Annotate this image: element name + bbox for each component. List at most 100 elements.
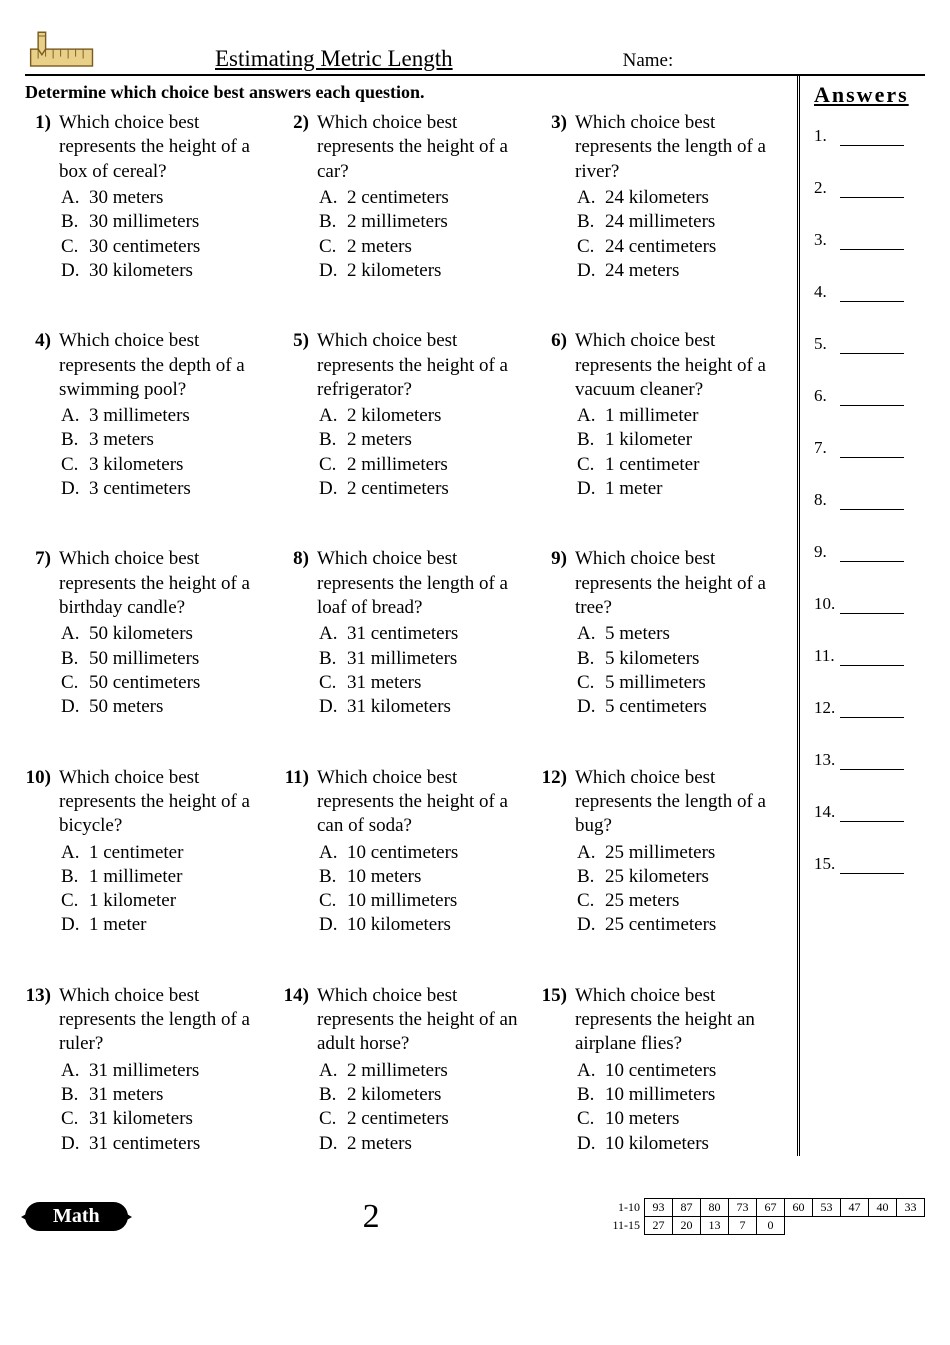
answer-choice[interactable]: C.31 kilometers bbox=[59, 1107, 273, 1131]
answer-choice[interactable]: B.2 kilometers bbox=[317, 1083, 531, 1107]
choice-letter: D. bbox=[577, 1132, 605, 1156]
answer-blank[interactable] bbox=[840, 494, 904, 510]
answer-choice[interactable]: B.24 millimeters bbox=[575, 210, 789, 234]
answer-choice[interactable]: D.1 meter bbox=[59, 913, 273, 937]
answer-choice[interactable]: D.50 meters bbox=[59, 695, 273, 719]
answer-choice[interactable]: D.3 centimeters bbox=[59, 477, 273, 501]
answer-choice[interactable]: D.2 centimeters bbox=[317, 477, 531, 501]
answer-blank[interactable] bbox=[840, 598, 904, 614]
answer-choice[interactable]: A.31 centimeters bbox=[317, 622, 531, 646]
answer-blank[interactable] bbox=[840, 182, 904, 198]
choice-letter: D. bbox=[577, 259, 605, 283]
answer-choice[interactable]: D.2 kilometers bbox=[317, 259, 531, 283]
answer-choice[interactable]: A.10 centimeters bbox=[575, 1059, 789, 1083]
answer-choice[interactable]: C.2 meters bbox=[317, 235, 531, 259]
answer-choice[interactable]: A.3 millimeters bbox=[59, 404, 273, 428]
answer-blank[interactable] bbox=[840, 130, 904, 146]
answer-choice[interactable]: B.10 meters bbox=[317, 865, 531, 889]
score-cell: 33 bbox=[897, 1199, 925, 1217]
answer-choice[interactable]: C.3 kilometers bbox=[59, 453, 273, 477]
answer-choice[interactable]: D.2 meters bbox=[317, 1132, 531, 1156]
answer-blank[interactable] bbox=[840, 338, 904, 354]
question: 12)Which choice best represents the leng… bbox=[541, 766, 789, 938]
answer-choice[interactable]: D.10 kilometers bbox=[317, 913, 531, 937]
answer-choice[interactable]: A.1 millimeter bbox=[575, 404, 789, 428]
choice-letter: A. bbox=[577, 1059, 605, 1083]
choice-letter: B. bbox=[319, 865, 347, 889]
answer-blank[interactable] bbox=[840, 806, 904, 822]
answer-blank[interactable] bbox=[840, 234, 904, 250]
answer-choice[interactable]: C.30 centimeters bbox=[59, 235, 273, 259]
answer-line: 8. bbox=[814, 490, 925, 510]
answer-choice[interactable]: D.1 meter bbox=[575, 477, 789, 501]
answer-choice[interactable]: C.5 millimeters bbox=[575, 671, 789, 695]
answer-choice[interactable]: D.31 kilometers bbox=[317, 695, 531, 719]
answer-choice[interactable]: A.31 millimeters bbox=[59, 1059, 273, 1083]
answer-choice[interactable]: D.5 centimeters bbox=[575, 695, 789, 719]
choice-text: 2 meters bbox=[347, 235, 412, 259]
answer-choice[interactable]: D.31 centimeters bbox=[59, 1132, 273, 1156]
choice-text: 3 kilometers bbox=[89, 453, 183, 477]
answer-choice[interactable]: A.5 meters bbox=[575, 622, 789, 646]
answer-choice[interactable]: B.2 millimeters bbox=[317, 210, 531, 234]
question: 7)Which choice best represents the heigh… bbox=[25, 547, 273, 719]
answer-blank[interactable] bbox=[840, 650, 904, 666]
answer-choice[interactable]: B.50 millimeters bbox=[59, 647, 273, 671]
score-cell: 47 bbox=[841, 1199, 869, 1217]
answer-choice[interactable]: C.24 centimeters bbox=[575, 235, 789, 259]
answer-line: 6. bbox=[814, 386, 925, 406]
answer-choice[interactable]: A.30 meters bbox=[59, 186, 273, 210]
choice-text: 3 millimeters bbox=[89, 404, 190, 428]
answer-choice[interactable]: D.10 kilometers bbox=[575, 1132, 789, 1156]
answer-blank[interactable] bbox=[840, 286, 904, 302]
answer-choice[interactable]: A.50 kilometers bbox=[59, 622, 273, 646]
answer-choice[interactable]: A.2 centimeters bbox=[317, 186, 531, 210]
question-number: 2) bbox=[283, 111, 317, 283]
answer-choice[interactable]: C.10 meters bbox=[575, 1107, 789, 1131]
answer-choice[interactable]: C.50 centimeters bbox=[59, 671, 273, 695]
choice-letter: B. bbox=[61, 1083, 89, 1107]
answer-choice[interactable]: B.1 millimeter bbox=[59, 865, 273, 889]
choice-text: 31 kilometers bbox=[89, 1107, 193, 1131]
choice-text: 2 millimeters bbox=[347, 210, 448, 234]
answer-choice[interactable]: D.30 kilometers bbox=[59, 259, 273, 283]
answer-choice[interactable]: D.25 centimeters bbox=[575, 913, 789, 937]
choice-text: 31 millimeters bbox=[89, 1059, 199, 1083]
choice-text: 31 meters bbox=[347, 671, 421, 695]
answer-choice[interactable]: B.10 millimeters bbox=[575, 1083, 789, 1107]
question: 14)Which choice best represents the heig… bbox=[283, 984, 531, 1156]
answer-blank[interactable] bbox=[840, 546, 904, 562]
answer-blank[interactable] bbox=[840, 442, 904, 458]
answer-choice[interactable]: B.25 kilometers bbox=[575, 865, 789, 889]
answer-choice[interactable]: D.24 meters bbox=[575, 259, 789, 283]
choice-letter: C. bbox=[61, 1107, 89, 1131]
answer-choice[interactable]: C.25 meters bbox=[575, 889, 789, 913]
choice-letter: C. bbox=[319, 1107, 347, 1131]
answer-choice[interactable]: B.2 meters bbox=[317, 428, 531, 452]
answer-choice[interactable]: B.1 kilometer bbox=[575, 428, 789, 452]
answer-choice[interactable]: B.31 millimeters bbox=[317, 647, 531, 671]
answer-blank[interactable] bbox=[840, 754, 904, 770]
answer-choice[interactable]: C.10 millimeters bbox=[317, 889, 531, 913]
answer-blank[interactable] bbox=[840, 858, 904, 874]
answer-choice[interactable]: A.25 millimeters bbox=[575, 841, 789, 865]
answer-choice[interactable]: B.5 kilometers bbox=[575, 647, 789, 671]
answer-choice[interactable]: C.1 centimeter bbox=[575, 453, 789, 477]
answer-choice[interactable]: C.1 kilometer bbox=[59, 889, 273, 913]
answer-choice[interactable]: B.31 meters bbox=[59, 1083, 273, 1107]
choice-text: 25 centimeters bbox=[605, 913, 716, 937]
answer-choice[interactable]: C.31 meters bbox=[317, 671, 531, 695]
answer-choice[interactable]: B.3 meters bbox=[59, 428, 273, 452]
answer-choice[interactable]: C.2 millimeters bbox=[317, 453, 531, 477]
answer-choice[interactable]: C.2 centimeters bbox=[317, 1107, 531, 1131]
answer-choice[interactable]: B.30 millimeters bbox=[59, 210, 273, 234]
answer-line: 4. bbox=[814, 282, 925, 302]
answer-choice[interactable]: A.10 centimeters bbox=[317, 841, 531, 865]
answer-choice[interactable]: A.24 kilometers bbox=[575, 186, 789, 210]
answer-choice[interactable]: A.1 centimeter bbox=[59, 841, 273, 865]
answer-choice[interactable]: A.2 kilometers bbox=[317, 404, 531, 428]
question: 5)Which choice best represents the heigh… bbox=[283, 329, 531, 501]
answer-blank[interactable] bbox=[840, 702, 904, 718]
answer-choice[interactable]: A.2 millimeters bbox=[317, 1059, 531, 1083]
answer-blank[interactable] bbox=[840, 390, 904, 406]
